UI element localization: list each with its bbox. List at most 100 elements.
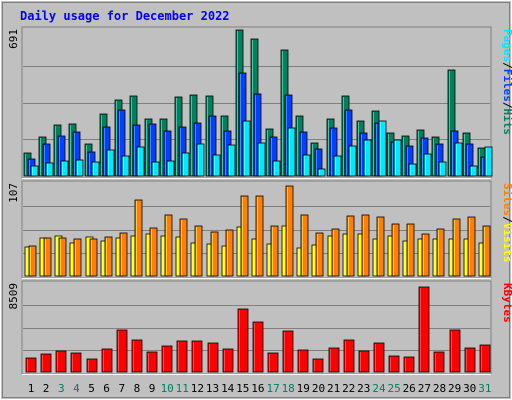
bar-pages-day-29 xyxy=(454,142,463,177)
day-label: 3 xyxy=(58,382,65,395)
bar-sites-day-30 xyxy=(467,216,476,277)
bar-sites-day-31 xyxy=(482,225,491,277)
bar-sites-day-8 xyxy=(134,199,143,277)
bar-kbytes-day-31 xyxy=(479,344,491,373)
day-label: 11 xyxy=(176,382,189,395)
bar-sites-day-5 xyxy=(89,238,98,277)
bar-pages-day-17 xyxy=(272,160,281,177)
day-label: 26 xyxy=(403,382,416,395)
bar-kbytes-day-4 xyxy=(70,352,82,373)
day-label: 10 xyxy=(161,382,174,395)
bar-kbytes-day-20 xyxy=(312,358,324,373)
bar-kbytes-day-3 xyxy=(55,350,67,373)
bar-sites-day-16 xyxy=(255,195,264,277)
bar-pages-day-14 xyxy=(227,144,236,177)
bar-pages-day-22 xyxy=(348,145,357,177)
bar-kbytes-day-2 xyxy=(40,353,52,373)
bar-sites-day-21 xyxy=(331,228,340,277)
bar-files-day-22 xyxy=(344,109,353,177)
bar-pages-day-25 xyxy=(393,139,402,177)
bar-pages-day-12 xyxy=(196,143,205,177)
day-label: 29 xyxy=(448,382,461,395)
bar-kbytes-day-14 xyxy=(222,348,234,373)
day-label: 4 xyxy=(73,382,80,395)
bar-kbytes-day-12 xyxy=(191,340,203,373)
bar-kbytes-day-26 xyxy=(403,356,415,373)
bar-sites-day-20 xyxy=(315,232,324,277)
day-label: 23 xyxy=(357,382,370,395)
day-label: 5 xyxy=(88,382,95,395)
legend-entry: KBytes xyxy=(501,283,512,323)
scale-max-label: 8509 xyxy=(7,283,20,310)
bar-kbytes-day-28 xyxy=(433,351,445,373)
day-label: 18 xyxy=(282,382,295,395)
day-label: 15 xyxy=(236,382,249,395)
bar-sites-day-23 xyxy=(361,214,370,277)
bar-kbytes-day-19 xyxy=(297,349,309,373)
bar-sites-day-24 xyxy=(376,216,385,277)
bar-pages-day-19 xyxy=(302,154,311,177)
legend-entry: Files xyxy=(501,69,512,102)
day-label: 2 xyxy=(43,382,50,395)
legend-entry: / xyxy=(501,216,512,223)
bar-pages-day-1 xyxy=(30,165,39,177)
day-label: 14 xyxy=(221,382,235,395)
bar-kbytes-day-21 xyxy=(328,347,340,373)
series-kbytes xyxy=(25,286,491,373)
day-label: 22 xyxy=(342,382,355,395)
day-label: 7 xyxy=(118,382,125,395)
bar-sites-day-12 xyxy=(194,225,203,277)
day-label: 9 xyxy=(149,382,156,395)
bar-sites-day-6 xyxy=(104,236,113,277)
panel-kbytes: 8509 KBytes xyxy=(7,280,512,375)
bar-pages-day-9 xyxy=(151,161,160,177)
legend-entry: Sites xyxy=(501,183,512,216)
bar-sites-day-18 xyxy=(285,185,294,277)
bar-pages-day-15 xyxy=(242,120,251,177)
bar-sites-day-9 xyxy=(149,227,158,277)
bar-pages-day-4 xyxy=(75,159,84,177)
day-label: 31 xyxy=(478,382,491,395)
bar-kbytes-day-10 xyxy=(161,345,173,373)
day-axis-labels: 1 2 3 4 5 6 7 8 9 10 11 12 13 14 15 16 17 18 19 20 21 22 23 24 2… xyxy=(28,382,492,395)
series-pages xyxy=(30,120,493,177)
bar-kbytes-day-9 xyxy=(146,351,158,373)
bar-files-day-30 xyxy=(465,143,474,177)
bar-kbytes-day-22 xyxy=(343,339,355,373)
scale-max-label: 691 xyxy=(7,29,20,49)
day-label: 28 xyxy=(433,382,446,395)
bar-pages-day-26 xyxy=(408,163,417,177)
bar-pages-day-16 xyxy=(257,142,266,177)
bar-pages-day-8 xyxy=(136,146,145,177)
bar-sites-day-2 xyxy=(43,237,52,277)
bar-pages-day-7 xyxy=(121,155,130,177)
bar-kbytes-day-17 xyxy=(267,352,279,373)
legend-entry: Visits xyxy=(501,223,512,263)
bar-sites-day-17 xyxy=(270,225,279,277)
bar-pages-day-6 xyxy=(106,149,115,177)
bar-kbytes-day-11 xyxy=(176,340,188,373)
bar-pages-day-28 xyxy=(438,161,447,177)
chart-title: Daily usage for December 2022 xyxy=(20,9,230,23)
bar-kbytes-day-1 xyxy=(25,357,37,373)
panels: 691Pages/Files/Hits107Sites/Visits8509KB… xyxy=(7,26,512,375)
bar-sites-day-11 xyxy=(179,218,188,277)
bar-files-day-16 xyxy=(253,93,262,177)
bar-sites-day-7 xyxy=(119,232,128,277)
bar-pages-day-13 xyxy=(212,154,221,177)
bar-kbytes-day-5 xyxy=(86,358,98,373)
bar-sites-day-14 xyxy=(225,229,234,277)
scale-max-label: 107 xyxy=(7,183,20,203)
bar-files-day-21 xyxy=(329,127,338,177)
bar-pages-day-21 xyxy=(333,155,342,177)
legend-entry: / xyxy=(501,62,512,69)
bar-kbytes-day-6 xyxy=(101,348,113,373)
bar-sites-day-27 xyxy=(421,233,430,277)
day-label: 30 xyxy=(463,382,476,395)
series-visits xyxy=(24,225,487,277)
day-label: 13 xyxy=(206,382,219,395)
bar-sites-day-25 xyxy=(391,223,400,277)
